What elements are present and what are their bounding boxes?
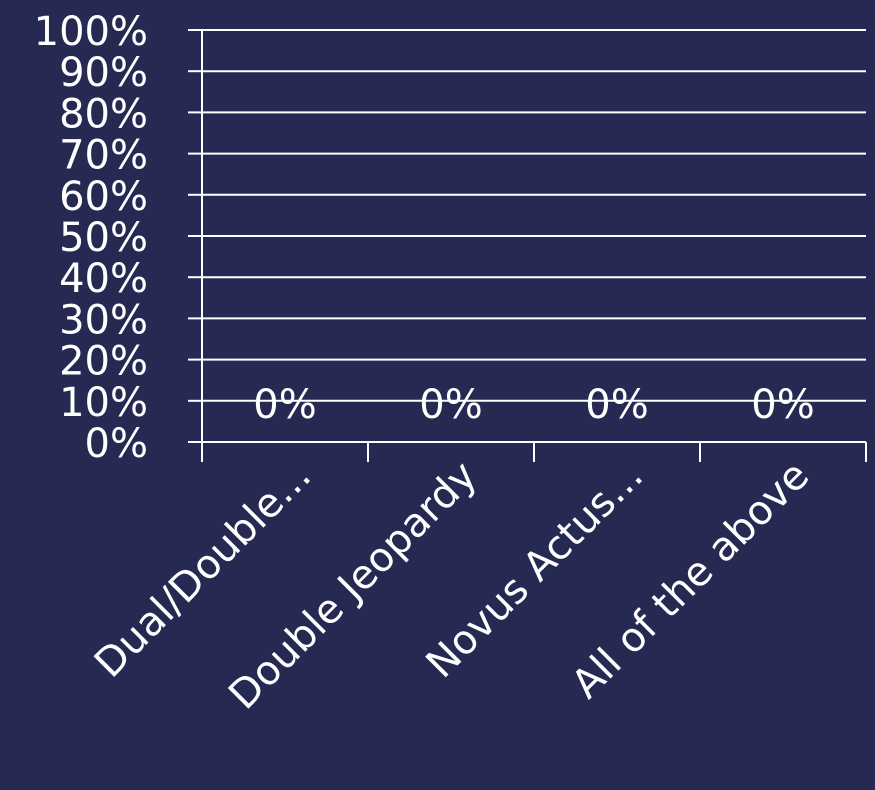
y-tick-label: 20%	[59, 339, 148, 385]
y-tick-label: 60%	[59, 174, 148, 220]
y-tick-label: 10%	[59, 380, 148, 426]
gridlines	[202, 29, 866, 402]
data-label: 0%	[419, 382, 482, 428]
y-tick-label: 40%	[59, 256, 148, 302]
data-labels: 0% 0% 0% 0%	[253, 382, 814, 428]
axes	[188, 29, 867, 462]
y-tick-labels: 0%10%20%30%40%50%60%70%80%90%100%	[34, 9, 148, 467]
data-label: 0%	[751, 382, 814, 428]
y-tick-label: 30%	[59, 297, 148, 343]
y-tick-label: 80%	[59, 91, 148, 137]
y-tick-label: 50%	[59, 215, 148, 261]
y-tick-label: 70%	[59, 133, 148, 179]
y-tick-label: 100%	[34, 9, 148, 55]
data-label: 0%	[253, 382, 316, 428]
y-tick-label: 0%	[85, 421, 148, 467]
y-tick-label: 90%	[59, 50, 148, 96]
data-label: 0%	[585, 382, 648, 428]
